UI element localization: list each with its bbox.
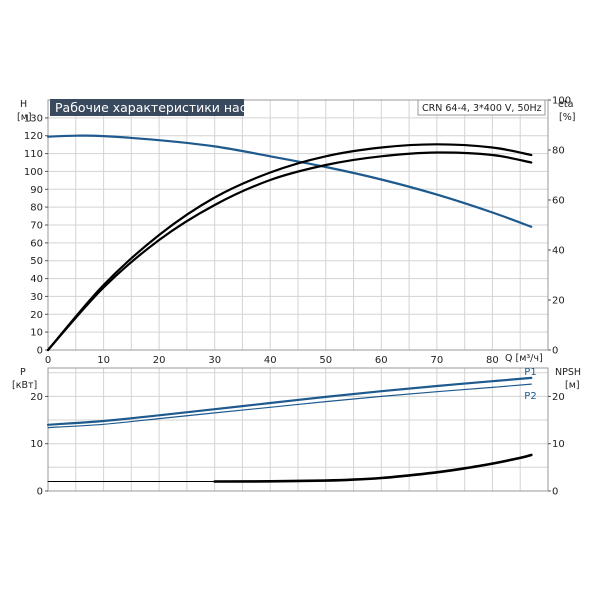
power-axis-label: P xyxy=(20,367,26,378)
y-left-tick-label: 120 xyxy=(24,131,43,142)
y-left-tick-label: 50 xyxy=(30,256,43,267)
eta-axis-unit: [%] xyxy=(559,112,575,123)
title-box xyxy=(50,99,244,116)
top-panel: Рабочие характеристики насоса CRN 64-4, … xyxy=(17,96,575,367)
x-tick-label: 30 xyxy=(208,355,221,366)
flow-axis-label: Q [м³/ч] xyxy=(505,353,543,364)
y-left-tick-label: 0 xyxy=(37,487,43,498)
x-tick-label: 0 xyxy=(45,355,51,366)
x-tick-label: 10 xyxy=(97,355,110,366)
x-tick-label: 80 xyxy=(486,355,499,366)
head-curve xyxy=(46,134,533,228)
y-left-tick-label: 60 xyxy=(30,238,43,249)
y-right-tick-label: 60 xyxy=(552,196,565,207)
y-left-tick-label: 0 xyxy=(37,346,43,357)
y-right-tick-label: 20 xyxy=(552,392,565,403)
y-left-tick-label: 110 xyxy=(24,149,43,160)
npsh-curve xyxy=(213,453,533,483)
top-tick-labels: 0102030405060708090100110120130020406080… xyxy=(24,96,571,367)
model-label: CRN 64-4, 3*400 V, 50Hz xyxy=(422,103,542,114)
y-left-tick-label: 70 xyxy=(30,221,43,232)
chart-title: Рабочие характеристики насоса xyxy=(55,100,269,115)
y-right-tick-label: 100 xyxy=(552,96,571,107)
y-left-tick-label: 80 xyxy=(30,203,43,214)
power-p1-curve xyxy=(46,376,533,426)
y-left-tick-label: 90 xyxy=(30,185,43,196)
y-left-tick-label: 100 xyxy=(24,167,43,178)
eta-axis-label: eta xyxy=(558,99,573,110)
x-tick-label: 60 xyxy=(375,355,388,366)
head-axis-unit: [м] xyxy=(17,112,32,123)
y-left-tick-label: 10 xyxy=(30,328,43,339)
x-tick-label: 70 xyxy=(431,355,444,366)
bottom-series: P1 P2 xyxy=(46,367,537,483)
y-right-tick-label: 80 xyxy=(552,146,565,157)
series-label-p1: P1 xyxy=(524,367,536,378)
y-left-tick-label: 130 xyxy=(24,113,43,124)
bottom-grid xyxy=(48,368,548,491)
top-grid xyxy=(48,100,548,350)
y-right-tick-label: 40 xyxy=(552,246,565,257)
top-series xyxy=(46,134,533,352)
y-left-tick-label: 10 xyxy=(30,439,43,450)
series-label-p2: P2 xyxy=(524,391,536,402)
efficiency-curve xyxy=(46,143,533,352)
npsh-axis-label: NPSH xyxy=(555,367,581,378)
power-p2-curve xyxy=(47,383,532,429)
head-axis-label: H xyxy=(20,99,27,110)
y-left-tick-label: 20 xyxy=(30,392,43,403)
y-right-tick-label: 20 xyxy=(552,296,565,307)
y-right-tick-label: 10 xyxy=(552,439,565,450)
x-tick-label: 40 xyxy=(264,355,277,366)
bottom-panel: 0 10 20 0 10 20 P1 P2 P [кВт] NPSH [м] xyxy=(12,367,581,498)
y-left-tick-label: 40 xyxy=(30,274,43,285)
power-axis-unit: [кВт] xyxy=(12,380,37,391)
y-right-tick-label: 0 xyxy=(552,346,558,357)
bottom-plot-frame xyxy=(47,367,549,492)
efficiency-curve xyxy=(46,151,533,352)
model-label-box xyxy=(417,99,546,116)
y-right-tick-label: 0 xyxy=(552,487,558,498)
x-tick-label: 50 xyxy=(319,355,332,366)
npsh-axis-unit: [м] xyxy=(565,380,580,391)
bottom-tick-labels: 0 10 20 0 10 20 xyxy=(30,392,564,498)
x-tick-label: 20 xyxy=(153,355,166,366)
y-left-tick-label: 20 xyxy=(30,310,43,321)
y-left-tick-label: 30 xyxy=(30,292,43,303)
